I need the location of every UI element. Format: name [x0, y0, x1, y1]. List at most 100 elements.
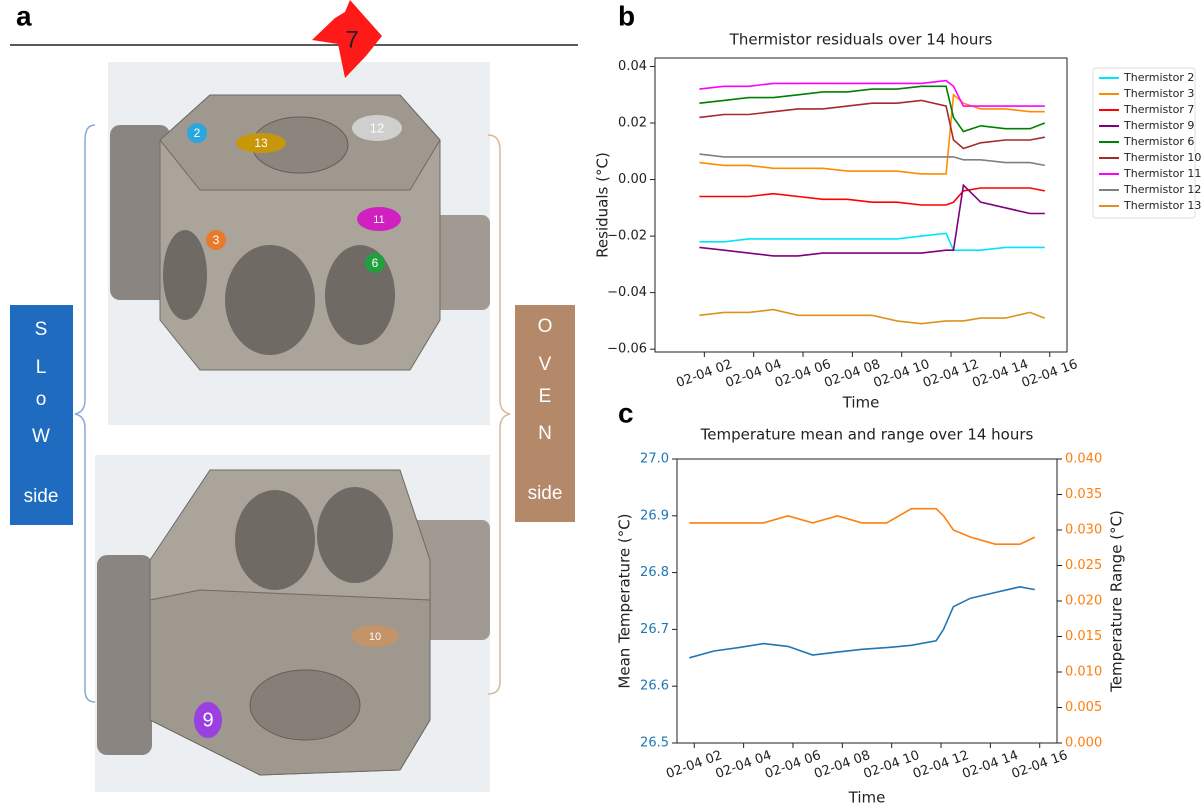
panel-label: a: [16, 0, 32, 31]
x-axis-label: Time: [848, 789, 886, 807]
y2-axis-label: Temperature Range (°C): [1108, 510, 1126, 693]
marker-label: 10: [369, 631, 381, 643]
series-line: [699, 187, 1045, 206]
y2-tick-label: 0.015: [1065, 629, 1102, 644]
y-axis-label: Mean Temperature (°C): [616, 513, 634, 688]
chart-title: Thermistor residuals over 14 hours: [729, 31, 993, 49]
y2-tick-label: 0.000: [1065, 736, 1102, 751]
x-tick-label: 02-04 16: [1010, 748, 1070, 782]
marker-label: 11: [373, 214, 384, 226]
markers: 7 2 13 12 11 3 6 10 9: [187, 26, 402, 738]
marker-badge: [187, 123, 207, 143]
arrow: [312, 0, 382, 78]
marker-label: 12: [370, 120, 384, 135]
x-tick-label: 02-04 08: [822, 357, 882, 391]
panel-label: b: [618, 0, 635, 31]
legend-box: [1092, 67, 1196, 219]
y-tick-label: 26.5: [640, 736, 669, 751]
slow-letter: W: [32, 426, 50, 447]
marker-label: 9: [202, 709, 213, 731]
x-tick-label: 02-04 12: [911, 748, 971, 782]
legend-label: Thermistor 6: [1123, 135, 1194, 148]
x-tick-label: 02-04 04: [724, 357, 784, 391]
y-tick-label: 0.04: [618, 59, 647, 74]
plot-frame: [654, 57, 1068, 353]
y2-tick-label: 0.035: [1065, 487, 1102, 502]
series-line: [699, 308, 1046, 325]
x-tick-label: 02-04 06: [773, 357, 833, 391]
series-line: [699, 93, 1045, 175]
x-tick-label: 02-04 02: [664, 748, 724, 782]
slow-letter: o: [36, 389, 47, 410]
y2-tick-label: 0.005: [1065, 700, 1102, 715]
legend-label: Thermistor 13: [1123, 199, 1201, 212]
oven-letter: E: [539, 386, 552, 407]
oven-box: [515, 305, 575, 522]
marker-label: 13: [254, 136, 268, 150]
marker-label: 7: [345, 26, 358, 53]
x-tick-label: 02-04 10: [862, 748, 922, 782]
y2-tick-label: 0.030: [1065, 523, 1102, 538]
slow-letter: L: [36, 357, 47, 378]
legend-label: Thermistor 3: [1123, 87, 1194, 100]
marker-label: 2: [194, 126, 201, 140]
oven-letter: side: [528, 483, 563, 504]
y-tick-label: 26.6: [640, 679, 669, 694]
series-line: [689, 585, 1035, 659]
series-line: [699, 99, 1045, 150]
legend-label: Thermistor 12: [1123, 183, 1201, 196]
brace-left: [74, 124, 96, 703]
x-tick-label: 02-04 08: [812, 748, 872, 782]
y2-tick-label: 0.025: [1065, 558, 1102, 573]
x-tick-label: 02-04 06: [763, 748, 823, 782]
series-line: [689, 507, 1036, 545]
plot-frame: [676, 458, 1058, 744]
slow-box: [10, 305, 73, 525]
y-tick-label: 26.9: [640, 508, 669, 523]
series-line: [699, 232, 1045, 251]
brace-right: [487, 134, 511, 695]
y-tick-label: −0.06: [607, 342, 647, 357]
render-top: [108, 62, 490, 425]
marker-badge: [357, 207, 401, 231]
y-tick-label: 0.00: [618, 172, 647, 187]
series-line: [699, 183, 1045, 257]
marker-badge: [236, 133, 286, 153]
panel-label: c: [618, 397, 634, 428]
oven-letter: O: [538, 316, 553, 337]
chart-title: Temperature mean and range over 14 hours: [700, 426, 1034, 444]
y2-tick-label: 0.020: [1065, 594, 1102, 609]
marker-badge: [351, 625, 399, 647]
series-line: [699, 153, 1045, 167]
legend-label: Thermistor 9: [1123, 119, 1194, 132]
y-tick-label: 0.02: [618, 116, 647, 131]
series-line: [699, 85, 1046, 133]
y2-tick-label: 0.040: [1065, 452, 1102, 467]
x-tick-label: 02-04 14: [970, 357, 1030, 391]
x-tick-label: 02-04 16: [1020, 357, 1080, 391]
marker-badge: [206, 230, 226, 250]
x-axis-label: Time: [842, 394, 880, 412]
y-tick-label: −0.04: [607, 285, 647, 300]
marker-badge: [194, 702, 222, 738]
oven-letter: N: [538, 423, 552, 444]
slow-letter: side: [24, 486, 59, 507]
legend-label: Thermistor 11: [1123, 167, 1201, 180]
legend-label: Thermistor 10: [1123, 151, 1201, 164]
x-tick-label: 02-04 14: [960, 748, 1020, 782]
y2-tick-label: 0.010: [1065, 665, 1102, 680]
x-tick-label: 02-04 12: [921, 357, 981, 391]
y-tick-label: 26.7: [640, 622, 669, 637]
marker-label: 6: [372, 256, 379, 270]
y-tick-label: 27.0: [640, 452, 669, 467]
marker-badge: [352, 115, 402, 141]
series-line: [699, 79, 1045, 107]
slow-letter: S: [35, 319, 48, 340]
x-tick-label: 02-04 02: [674, 357, 734, 391]
marker-label: 3: [213, 233, 220, 247]
render-bottom: [95, 455, 490, 792]
legend-label: Thermistor 7: [1123, 103, 1194, 116]
x-tick-label: 02-04 04: [714, 748, 774, 782]
